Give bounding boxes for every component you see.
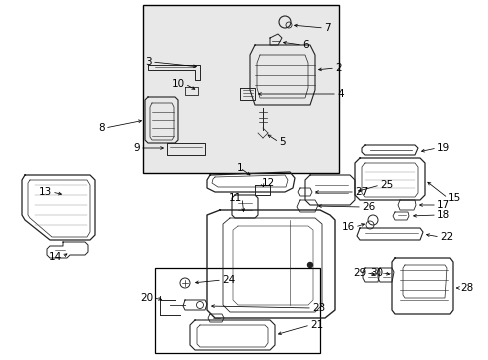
Text: 14: 14 bbox=[49, 252, 62, 262]
Text: 2: 2 bbox=[334, 63, 341, 73]
Text: 10: 10 bbox=[171, 79, 184, 89]
Text: 3: 3 bbox=[145, 57, 152, 67]
Text: 23: 23 bbox=[311, 303, 325, 313]
Text: 9: 9 bbox=[133, 143, 140, 153]
Text: 30: 30 bbox=[369, 268, 382, 278]
Text: 20: 20 bbox=[140, 293, 153, 303]
Text: 17: 17 bbox=[436, 200, 449, 210]
Text: 8: 8 bbox=[98, 123, 105, 133]
Text: 25: 25 bbox=[379, 180, 392, 190]
Text: 16: 16 bbox=[341, 222, 354, 232]
Text: 13: 13 bbox=[39, 187, 52, 197]
Text: 4: 4 bbox=[336, 89, 343, 99]
Bar bbox=[155, 268, 319, 353]
Text: 22: 22 bbox=[439, 232, 452, 242]
Text: 18: 18 bbox=[436, 210, 449, 220]
Text: 6: 6 bbox=[302, 40, 308, 50]
Text: 26: 26 bbox=[361, 202, 374, 212]
Text: 11: 11 bbox=[228, 193, 242, 203]
Bar bbox=[142, 5, 338, 173]
Text: 19: 19 bbox=[436, 143, 449, 153]
Text: 1: 1 bbox=[236, 163, 243, 173]
Text: 24: 24 bbox=[222, 275, 235, 285]
Text: 12: 12 bbox=[262, 178, 275, 188]
Text: 28: 28 bbox=[459, 283, 472, 293]
Text: 7: 7 bbox=[324, 23, 330, 33]
Text: 5: 5 bbox=[279, 137, 285, 147]
Text: 29: 29 bbox=[353, 268, 366, 278]
Text: 27: 27 bbox=[354, 187, 367, 197]
Circle shape bbox=[307, 262, 312, 267]
Text: 15: 15 bbox=[447, 193, 460, 203]
Text: 21: 21 bbox=[309, 320, 323, 330]
